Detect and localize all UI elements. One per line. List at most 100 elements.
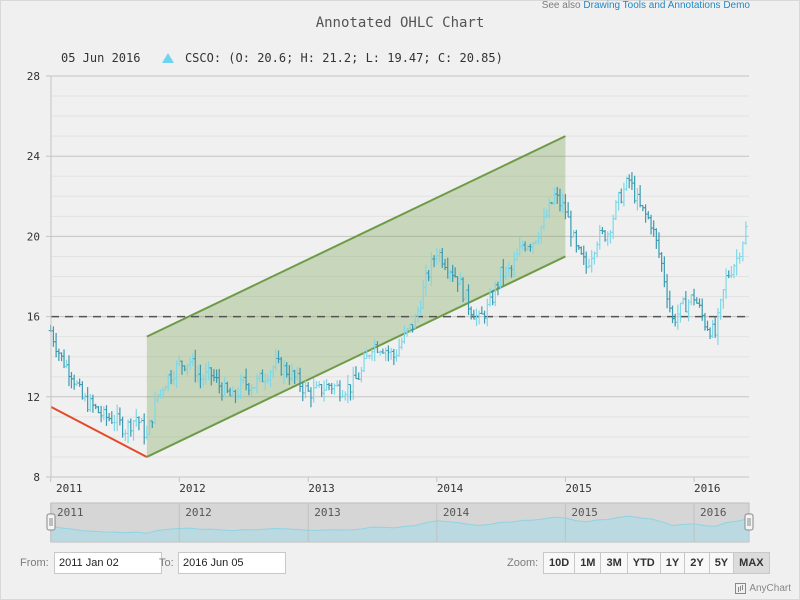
ohlc-bar [697, 298, 702, 308]
ohlc-series[interactable] [48, 172, 748, 445]
ohlc-bar [721, 289, 726, 309]
ohlc-bar [85, 387, 90, 412]
ohlc-bar [389, 347, 394, 360]
zoom-button-ytd[interactable]: YTD [626, 552, 661, 574]
chart-title: Annotated OHLC Chart [315, 15, 485, 31]
ohlc-bar [670, 305, 675, 324]
y-tick-label: 24 [27, 150, 41, 163]
ohlc-bar [581, 245, 586, 265]
ohlc-bar [131, 419, 136, 441]
ohlc-bar [369, 349, 374, 361]
zoom-label: Zoom: [507, 557, 539, 569]
ohlc-bar [708, 327, 713, 339]
ohlc-bar [651, 220, 656, 237]
ohlc-bar [616, 191, 621, 211]
scroller-label: 2016 [700, 506, 727, 519]
x-tick-label: 2014 [437, 482, 464, 495]
zoom-button-1m[interactable]: 1M [574, 552, 602, 574]
zoom-button-2y[interactable]: 2Y [684, 552, 710, 574]
ohlc-bar [700, 298, 705, 321]
ohlc-bar [724, 268, 729, 299]
ohlc-bar [66, 355, 71, 387]
ohlc-bar [485, 298, 490, 327]
x-tick-label: 2013 [308, 482, 335, 495]
ohlc-bar [678, 302, 683, 323]
ohlc-bar [77, 378, 82, 387]
ohlc-bar [702, 312, 707, 331]
ohlc-bar [62, 349, 67, 369]
ohlc-bar [740, 241, 745, 262]
trend-channel-fill [146, 136, 566, 457]
ohlc-bar [595, 241, 600, 258]
ohlc-bar [128, 418, 133, 437]
trend-line-annotation [50, 405, 148, 458]
ohlc-bar [574, 229, 579, 253]
ohlc-bar [319, 384, 324, 397]
scroller[interactable]: 2011 2012 2013 2014 2015 2016 [46, 502, 754, 543]
ohlc-bar [613, 200, 618, 221]
grid [51, 75, 749, 478]
ohlc-bar [142, 413, 147, 445]
legend: 05 Jun 2016 CSCO: (O: 20.6; H: 21.2; L: … [61, 51, 503, 65]
to-date-input[interactable] [178, 552, 286, 574]
ohlc-bar [69, 371, 74, 389]
ohlc-bar [96, 405, 101, 414]
ohlc-bar [665, 274, 670, 309]
ohlc-bar [605, 231, 610, 246]
ohlc-bar [692, 288, 697, 306]
ohlc-bar [673, 313, 678, 327]
ohlc-bar [621, 182, 626, 207]
ohlc-bar [123, 429, 128, 441]
scroller-label: 2014 [443, 506, 470, 519]
x-tick-label: 2012 [179, 482, 206, 495]
ohlc-bar [643, 204, 648, 223]
ohlc-bar [99, 405, 104, 423]
ohlc-bar [399, 337, 404, 350]
ohlc-bar [681, 297, 686, 305]
ohlc-bar [659, 252, 664, 272]
y-tick-label: 16 [27, 311, 40, 324]
from-date-input[interactable] [54, 552, 162, 574]
ohlc-bar [737, 252, 742, 264]
y-tick-label: 20 [27, 230, 40, 243]
x-tick-label: 2011 [56, 482, 83, 495]
ohlc-bar [734, 249, 739, 276]
ohlc-bar [694, 297, 699, 304]
ohlc-bar [597, 224, 602, 250]
ohlc-bar [683, 291, 688, 313]
ohlc-bar [586, 258, 591, 269]
ohlc-bar [383, 347, 388, 362]
y-tick-label: 8 [33, 471, 40, 484]
y-tick-label: 28 [27, 70, 40, 83]
scroller-left-handle[interactable] [46, 513, 56, 531]
ohlc-bar [101, 406, 106, 421]
annotations[interactable] [50, 135, 749, 458]
axes: 8 12 16 20 24 28 2011 2012 2013 2014 2015 2016 [27, 70, 749, 495]
ohlc-bar [600, 226, 605, 235]
zoom-button-max[interactable]: MAX [733, 552, 770, 574]
scroller-label: 2013 [314, 506, 341, 519]
y-tick-label: 12 [27, 391, 40, 404]
scroller-label: 2011 [57, 506, 84, 519]
zoom-button-3m[interactable]: 3M [600, 552, 628, 574]
see-also-link[interactable]: Drawing Tools and Annotations Demo [583, 0, 750, 11]
ohlc-bar [632, 175, 637, 204]
credits[interactable]: AnyChart [735, 583, 791, 594]
ohlc-bar [345, 374, 350, 404]
ohlc-bar [300, 382, 305, 402]
ohlc-bar [469, 306, 474, 320]
scroller-label: 2012 [185, 506, 212, 519]
ohlc-bar [689, 293, 694, 306]
ohlc-bar [64, 359, 69, 369]
zoom-button-1y[interactable]: 1Y [659, 552, 686, 574]
ohlc-bar [314, 381, 319, 389]
ohlc-bar [351, 366, 356, 400]
ohlc-bar [109, 411, 114, 424]
ohlc-bar [589, 250, 594, 273]
see-also-note: See also Drawing Tools and Annotations D… [542, 0, 750, 11]
scroller-right-handle[interactable] [744, 513, 754, 531]
zoom-button-5y[interactable]: 5Y [708, 552, 735, 574]
ohlc-bar [362, 352, 367, 373]
zoom-button-10d[interactable]: 10D [543, 552, 576, 574]
